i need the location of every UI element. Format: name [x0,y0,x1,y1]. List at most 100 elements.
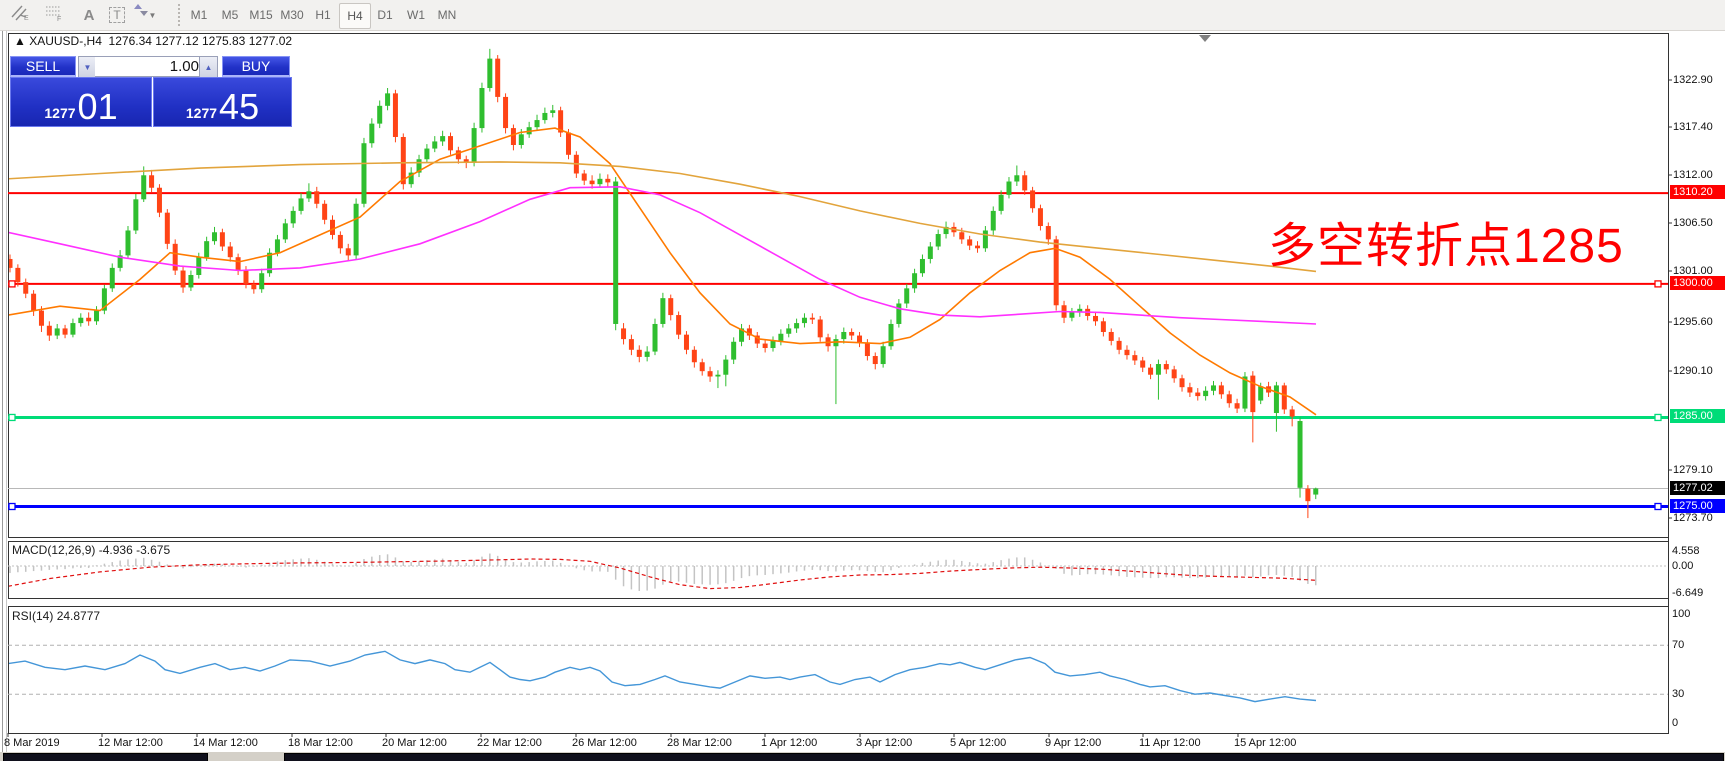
timeframe-button-h4[interactable]: H4 [339,3,371,29]
candle [723,359,729,375]
rsi-panel-frame[interactable] [8,606,1669,734]
price-marker-label: 1285.00 [1670,409,1725,424]
candle [801,317,807,324]
candle [1297,421,1303,488]
price-tick-label: 1295.60 [1673,316,1713,328]
rsi-line [9,650,1317,703]
candle [1045,226,1051,240]
candle [463,159,469,163]
equidistant-channel-tool-icon[interactable]: E [10,3,38,27]
candle [1108,331,1114,341]
candle [180,270,186,288]
price-marker-label: 1277.02 [1670,480,1725,495]
candle [1037,208,1043,227]
bottom-window-tab[interactable] [284,753,1724,761]
macd-panel-frame[interactable] [8,541,1669,599]
candle [1006,181,1012,195]
candle [133,199,139,231]
candle [699,362,705,372]
volume-input[interactable] [95,56,205,77]
sell-price-display[interactable]: 1277 01 [10,77,152,127]
rsi-axis-label: 100 [1672,608,1691,620]
ma-fast-line [9,127,1317,416]
candle [455,150,461,160]
candle [314,191,320,204]
candle [471,128,477,163]
hline-handle[interactable] [8,280,16,288]
timeframe-button-m30[interactable]: M30 [280,8,304,22]
candle [495,58,501,97]
textbox-tool-icon[interactable]: T [106,3,128,27]
candle [676,315,682,335]
time-tick-label: 5 Apr 12:00 [950,737,1007,749]
candle [1171,369,1177,379]
hline-handle[interactable] [8,413,16,422]
time-tick-label: 14 Mar 12:00 [193,737,258,749]
candle [872,356,878,365]
candle [1155,364,1161,375]
timeframe-button-m5[interactable]: M5 [221,8,239,22]
sell-button[interactable]: SELL [10,56,76,77]
candle [919,258,925,274]
timeframe-button-d1[interactable]: D1 [377,8,393,22]
timeframe-button-mn[interactable]: MN [437,8,457,22]
candle [644,351,650,357]
price-tick-label: 1312.00 [1673,169,1713,181]
fibonacci-tool-icon[interactable]: F [44,3,72,27]
chart-shift-marker[interactable] [1199,35,1211,42]
timeframe-button-h1[interactable]: H1 [315,8,331,22]
candle [424,148,430,160]
candle [235,257,241,271]
timeframe-button-m1[interactable]: M1 [190,8,208,22]
candle [109,267,115,289]
candle [164,212,170,244]
buy-button[interactable]: BUY [222,56,290,77]
candle [487,58,493,89]
candle [46,325,52,336]
candle [510,128,516,145]
bottom-window-strip [0,752,1725,761]
macd-value-signal: -3.675 [136,543,171,557]
text-label-tool-icon[interactable]: A [83,6,95,24]
candle [558,110,564,133]
hline-handle[interactable] [1654,413,1662,422]
arrows-tool-icon[interactable]: ▼ [134,3,168,27]
ma-medium-line [9,185,1317,325]
candle [1242,376,1248,409]
timeframe-button-w1[interactable]: W1 [407,8,425,22]
candle [54,328,60,336]
timeframe-button-m15[interactable]: M15 [249,8,273,22]
arrows-dropdown-caret[interactable]: ▼ [148,10,157,20]
candle [479,88,485,129]
macd-histogram [9,553,1317,591]
candle [581,173,587,181]
candle [691,349,697,363]
time-tick-label: 3 Apr 12:00 [856,737,913,749]
candle [377,105,383,124]
candle [1179,378,1185,388]
rsi-axis-label: 70 [1672,639,1685,651]
candle [739,328,745,342]
price-tick-label: 1317.40 [1673,121,1713,133]
candle [188,274,194,288]
rsi-axis-label: 0 [1672,717,1679,729]
hline-handle[interactable] [1654,280,1662,288]
candle [534,120,540,128]
candle [1273,385,1279,414]
macd-axis-label: 4.558 [1672,545,1700,557]
hline-handle[interactable] [1654,502,1662,511]
candle [392,93,398,137]
candle [1163,364,1169,370]
hline-handle[interactable] [8,502,16,511]
candle [1022,175,1028,191]
bottom-window-tab[interactable] [3,753,208,761]
candle [621,328,627,340]
candle [432,141,438,149]
candle [23,282,29,294]
sell-price-big: 01 [77,86,118,127]
candle [975,245,981,249]
candle [888,323,894,347]
toolbar-gripper[interactable] [178,4,184,26]
buy-price-display[interactable]: 1277 45 [153,77,292,127]
volume-up-button[interactable]: ▲ [199,56,218,79]
